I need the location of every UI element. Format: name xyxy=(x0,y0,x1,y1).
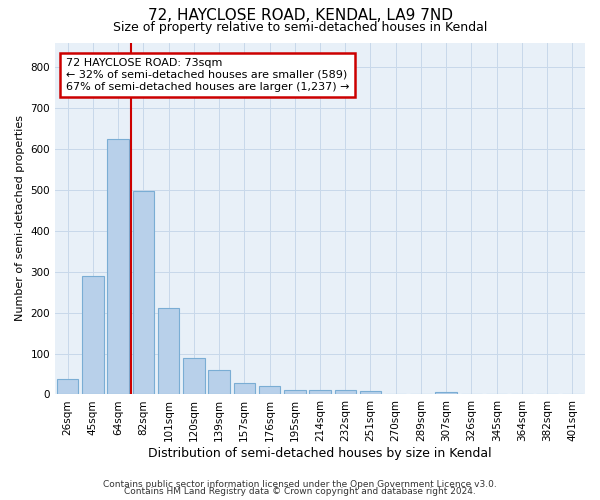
Bar xyxy=(284,390,305,394)
Bar xyxy=(309,390,331,394)
Bar xyxy=(183,358,205,394)
Bar xyxy=(335,390,356,394)
X-axis label: Distribution of semi-detached houses by size in Kendal: Distribution of semi-detached houses by … xyxy=(148,447,492,460)
Bar xyxy=(233,383,255,394)
Bar xyxy=(259,386,280,394)
Text: 72, HAYCLOSE ROAD, KENDAL, LA9 7ND: 72, HAYCLOSE ROAD, KENDAL, LA9 7ND xyxy=(148,8,452,22)
Bar xyxy=(133,191,154,394)
Y-axis label: Number of semi-detached properties: Number of semi-detached properties xyxy=(15,116,25,322)
Text: Contains public sector information licensed under the Open Government Licence v3: Contains public sector information licen… xyxy=(103,480,497,489)
Text: 72 HAYCLOSE ROAD: 73sqm
← 32% of semi-detached houses are smaller (589)
67% of s: 72 HAYCLOSE ROAD: 73sqm ← 32% of semi-de… xyxy=(65,58,349,92)
Bar xyxy=(158,308,179,394)
Bar xyxy=(57,380,79,394)
Bar xyxy=(107,138,129,394)
Text: Contains HM Land Registry data © Crown copyright and database right 2024.: Contains HM Land Registry data © Crown c… xyxy=(124,487,476,496)
Text: Size of property relative to semi-detached houses in Kendal: Size of property relative to semi-detach… xyxy=(113,21,487,34)
Bar xyxy=(360,391,381,394)
Bar xyxy=(208,370,230,394)
Bar xyxy=(436,392,457,394)
Bar xyxy=(82,276,104,394)
